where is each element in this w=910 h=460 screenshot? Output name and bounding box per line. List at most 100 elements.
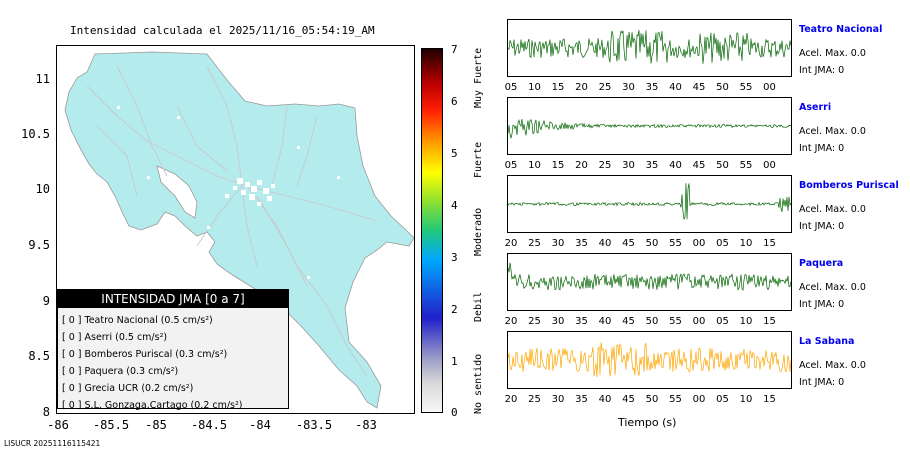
x-tick: -85.5 xyxy=(92,418,130,432)
time-tick: 25 xyxy=(598,160,612,171)
time-tick: 10 xyxy=(739,394,753,405)
time-tick: 40 xyxy=(669,82,682,93)
station-intensity: Int JMA: 0 xyxy=(799,377,845,388)
time-tick: 45 xyxy=(692,160,706,171)
colorbar-number: 3 xyxy=(451,251,458,264)
y-tick: 8.5 xyxy=(28,349,50,363)
seismogram-panel xyxy=(507,331,792,389)
time-tick: 30 xyxy=(622,82,635,93)
costa-rica-landmass xyxy=(64,51,414,409)
colorbar-label: Muy Fuerte xyxy=(473,47,484,108)
y-tick: 10 xyxy=(35,182,50,196)
time-tick: 25 xyxy=(528,394,541,405)
time-tick: 20 xyxy=(504,316,518,327)
y-tick: 9.5 xyxy=(28,238,50,252)
time-tick: 25 xyxy=(528,238,541,249)
time-axis-label: Tiempo (s) xyxy=(618,416,677,429)
waveform-plot xyxy=(508,29,791,64)
seismogram-panel xyxy=(507,175,792,233)
x-tick: -86 xyxy=(47,418,69,432)
waveform-plot xyxy=(508,118,791,139)
station-acel: Acel. Max. 0.0 xyxy=(799,360,866,371)
legend-row: [ 0 ] Bomberos Puriscal (0.3 cm/s²) xyxy=(62,349,228,360)
time-tick: 05 xyxy=(716,316,729,327)
time-tick: 45 xyxy=(692,82,706,93)
intensity-colorbar xyxy=(421,48,443,413)
time-tick: 00 xyxy=(763,82,776,93)
y-tick: 11 xyxy=(35,72,50,86)
time-tick: 20 xyxy=(504,238,518,249)
time-tick: 15 xyxy=(763,394,776,405)
time-tick: 55 xyxy=(669,394,682,405)
map-drawing xyxy=(64,51,414,409)
legend-row: [ 0 ] Paquera (0.3 cm/s²) xyxy=(62,366,179,377)
colorbar-label: Moderado xyxy=(473,207,484,256)
waveform-plot xyxy=(508,183,791,220)
intensity-legend: INTENSIDAD JMA [0 a 7] [ 0 ] Teatro Naci… xyxy=(57,289,289,411)
time-tick: 50 xyxy=(645,238,659,249)
y-tick: 10.5 xyxy=(21,127,50,141)
waveform-trace xyxy=(508,118,791,139)
time-tick: 05 xyxy=(504,160,518,171)
station-intensity: Int JMA: 0 xyxy=(799,221,845,232)
colorbar-number: 1 xyxy=(451,355,458,368)
colorbar-label: No sentido xyxy=(473,353,484,414)
time-tick: 55 xyxy=(669,316,682,327)
time-tick: 30 xyxy=(622,160,635,171)
waveform-trace xyxy=(508,29,791,64)
time-tick: 10 xyxy=(739,238,753,249)
station-acel: Acel. Max. 0.0 xyxy=(799,282,866,293)
time-tick: 55 xyxy=(739,82,753,93)
time-tick: 40 xyxy=(669,160,682,171)
footer-id: LISUCR 20251116115421 xyxy=(4,439,101,448)
station-name: La Sabana xyxy=(799,336,855,347)
time-tick: 35 xyxy=(575,316,588,327)
station-intensity: Int JMA: 0 xyxy=(799,65,845,76)
time-tick: 20 xyxy=(575,160,588,171)
time-tick: 35 xyxy=(645,82,659,93)
time-tick: 00 xyxy=(763,160,776,171)
station-name: Aserri xyxy=(799,102,832,113)
time-tick: 15 xyxy=(551,82,565,93)
x-tick: -84 xyxy=(249,418,271,432)
waveform-trace xyxy=(508,183,791,220)
time-tick: 50 xyxy=(716,82,729,93)
time-tick: 35 xyxy=(645,160,659,171)
seismogram-panel xyxy=(507,19,792,77)
time-tick: 05 xyxy=(504,82,518,93)
time-tick: 30 xyxy=(551,316,565,327)
seismogram-panel xyxy=(507,253,792,311)
time-tick: 00 xyxy=(692,238,706,249)
colorbar-label: Debil xyxy=(473,291,484,322)
time-tick: 30 xyxy=(551,238,565,249)
legend-row: [ 0 ] Aserri (0.5 cm/s²) xyxy=(62,332,168,343)
waveform-trace xyxy=(508,342,791,378)
colorbar-number: 4 xyxy=(451,199,458,212)
legend-title: INTENSIDAD JMA [0 a 7] xyxy=(58,290,288,308)
x-tick: -83.5 xyxy=(295,418,333,432)
x-tick: -84.5 xyxy=(190,418,228,432)
time-tick: 55 xyxy=(669,238,682,249)
time-tick: 50 xyxy=(645,316,659,327)
station-intensity: Int JMA: 0 xyxy=(799,299,845,310)
colorbar-number: 7 xyxy=(451,43,458,56)
colorbar-number: 6 xyxy=(451,95,458,108)
x-tick: -83 xyxy=(355,418,377,432)
time-tick: 25 xyxy=(528,316,541,327)
waveform-trace xyxy=(508,262,791,291)
station-cluster xyxy=(117,106,360,339)
time-tick: 35 xyxy=(575,238,588,249)
time-tick: 45 xyxy=(622,238,635,249)
station-acel: Acel. Max. 0.0 xyxy=(799,204,866,215)
station-name: Teatro Nacional xyxy=(799,24,883,35)
time-tick: 20 xyxy=(504,394,518,405)
colorbar-label: Fuerte xyxy=(473,141,484,178)
station-acel: Acel. Max. 0.0 xyxy=(799,48,866,59)
station-intensity: Int JMA: 0 xyxy=(799,143,845,154)
seismogram-panel xyxy=(507,97,792,155)
time-tick: 05 xyxy=(716,394,729,405)
colorbar-number: 2 xyxy=(451,303,458,316)
legend-row: [ 0 ] Teatro Nacional (0.5 cm/s²) xyxy=(62,315,213,326)
legend-row: [ 0 ] Grecia UCR (0.2 cm/s²) xyxy=(62,383,194,394)
time-tick: 40 xyxy=(598,316,612,327)
